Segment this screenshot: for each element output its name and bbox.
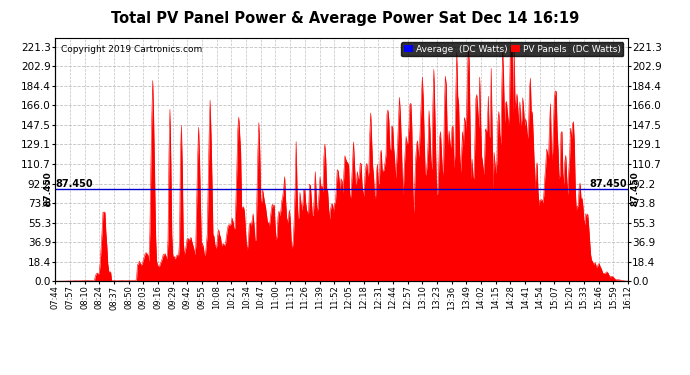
Text: 87.450: 87.450 xyxy=(56,178,93,189)
Text: 87.450: 87.450 xyxy=(631,171,640,206)
Text: 87.450: 87.450 xyxy=(590,178,627,189)
Legend: Average  (DC Watts), PV Panels  (DC Watts): Average (DC Watts), PV Panels (DC Watts) xyxy=(402,42,623,56)
Text: Copyright 2019 Cartronics.com: Copyright 2019 Cartronics.com xyxy=(61,45,202,54)
Text: 87.450: 87.450 xyxy=(43,171,52,206)
Text: Total PV Panel Power & Average Power Sat Dec 14 16:19: Total PV Panel Power & Average Power Sat… xyxy=(111,11,579,26)
